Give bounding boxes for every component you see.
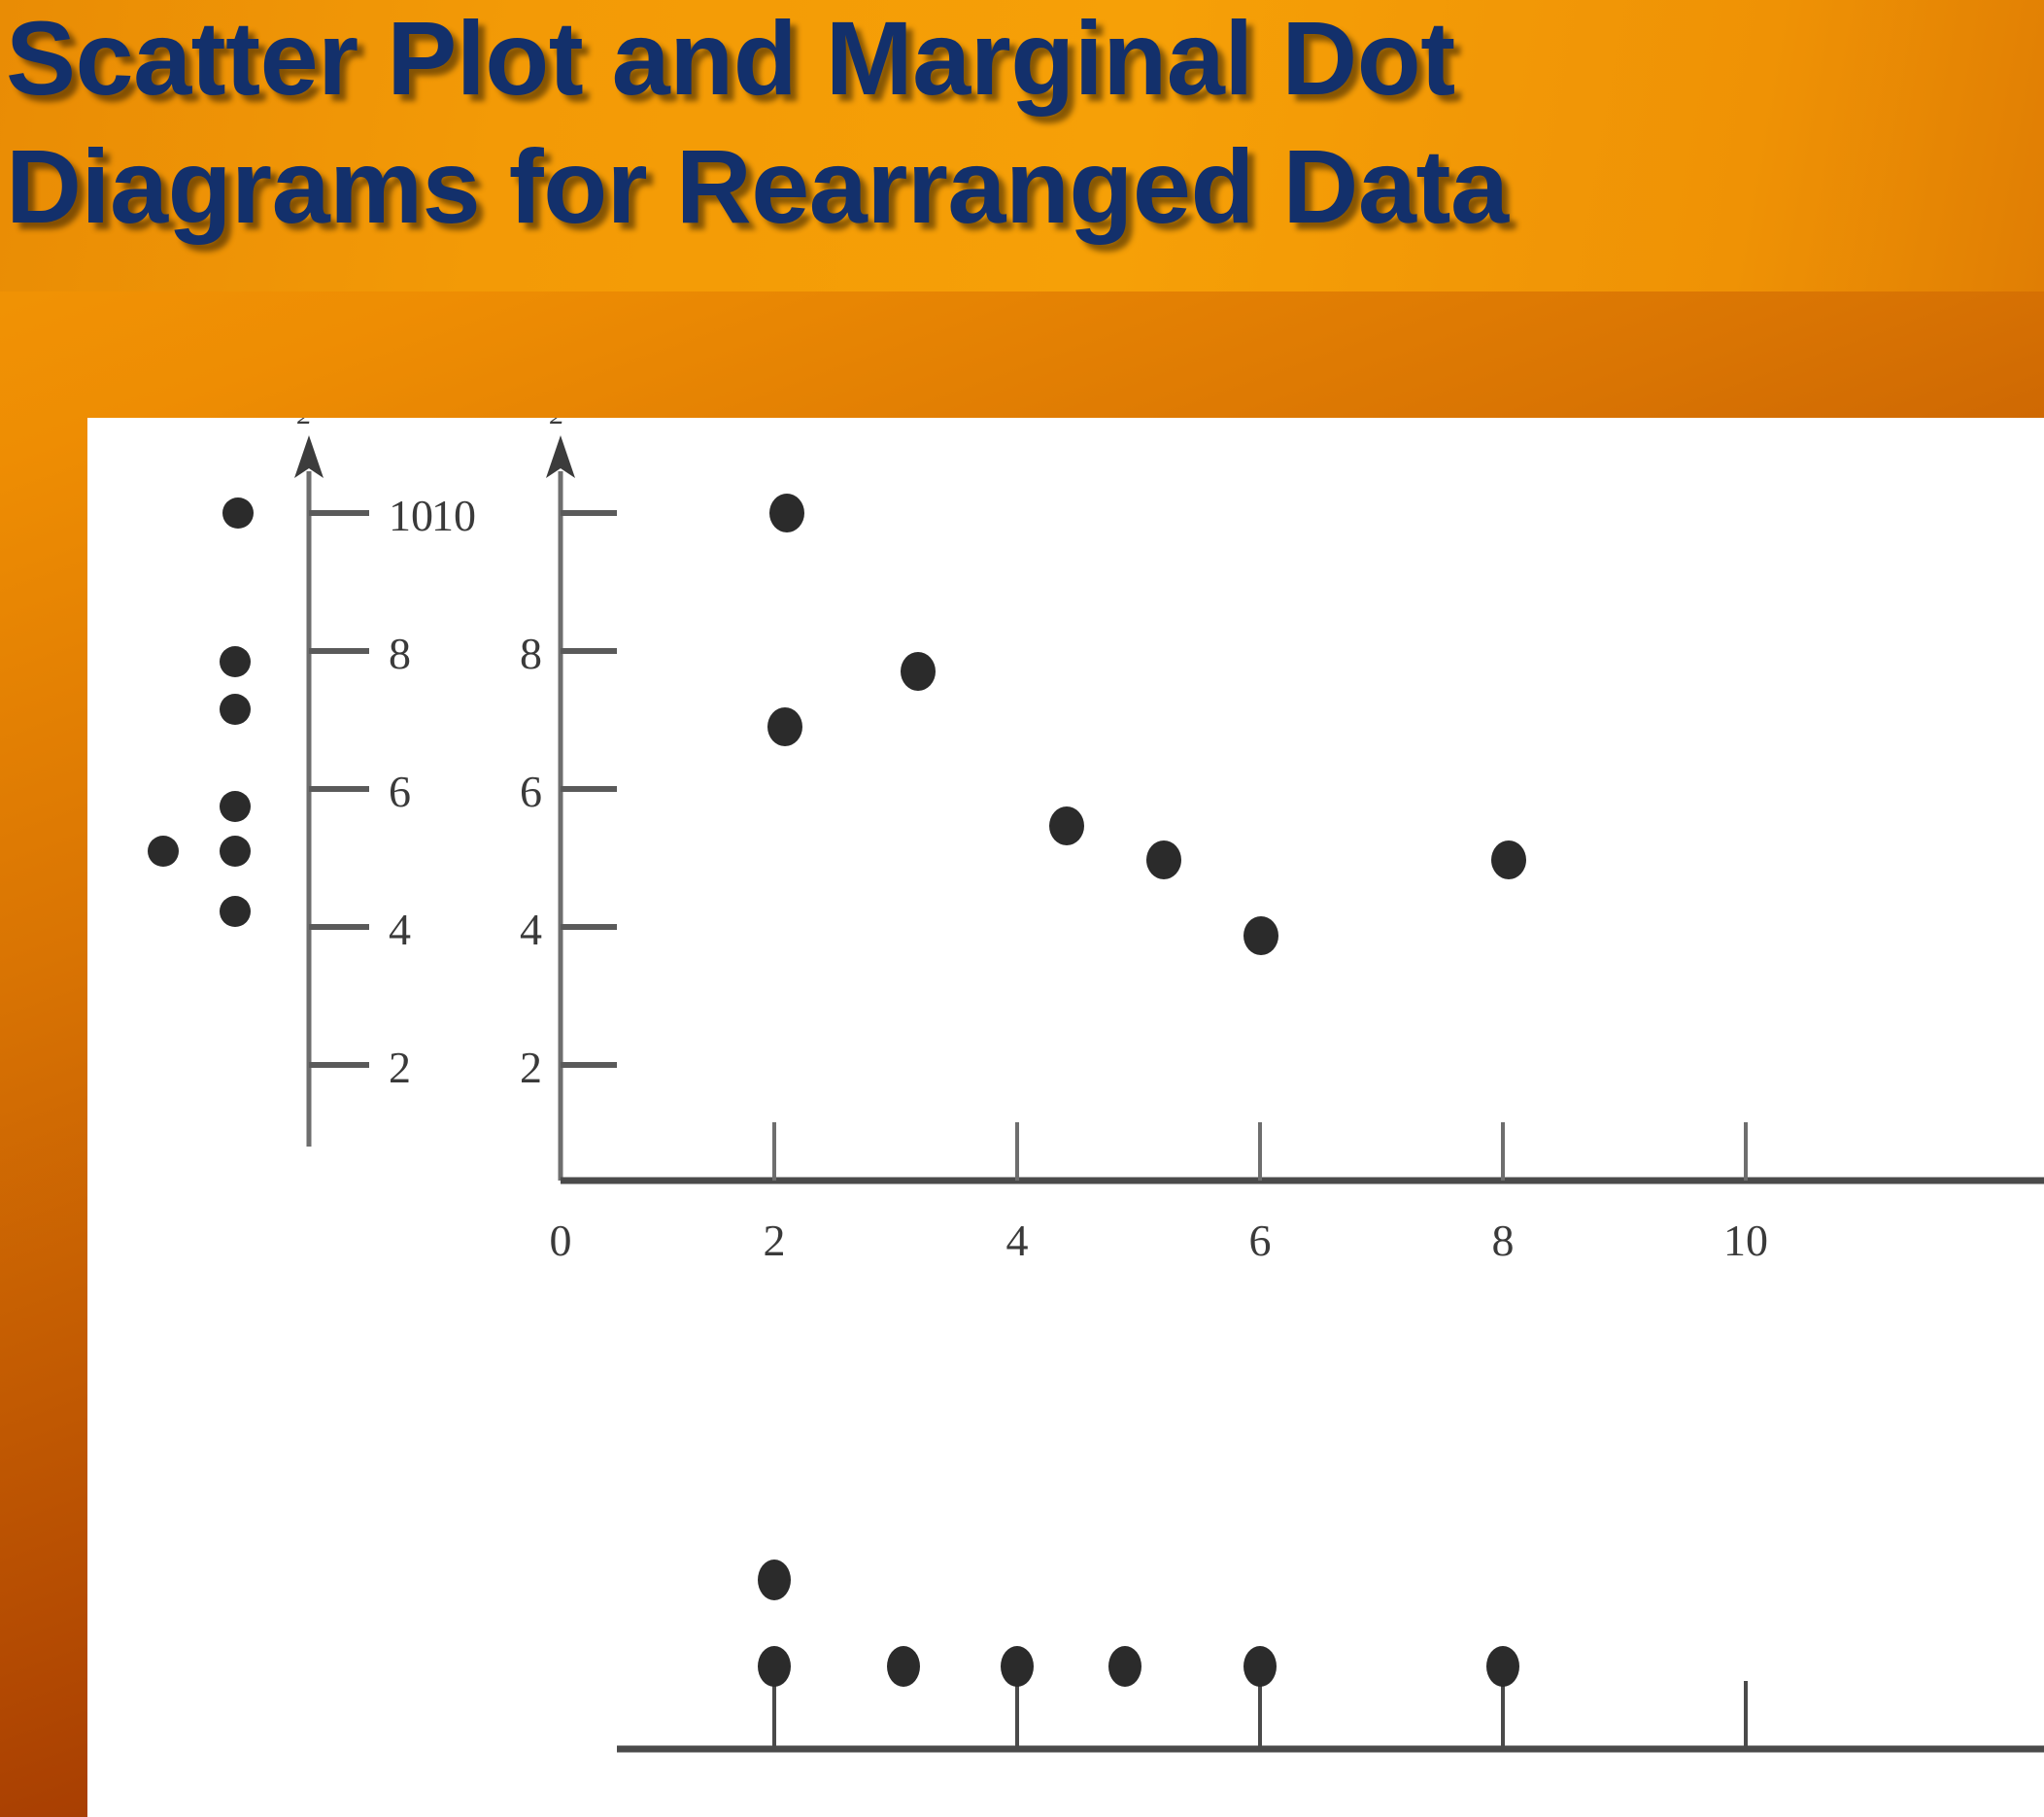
scatter-data-point bbox=[1243, 916, 1278, 955]
marginal-y-axis-title: x 2 bbox=[271, 418, 312, 430]
scatter-data-point bbox=[1146, 840, 1181, 879]
marginal-x-dot bbox=[1243, 1646, 1277, 1687]
scatter-y-ticklabel-10: 10 bbox=[431, 491, 476, 540]
marginal-y-ticklabel-4: 4 bbox=[389, 905, 411, 954]
marginal-y-ticklabel-10: 10 bbox=[389, 491, 433, 540]
scatter-x-ticklabel-8: 8 bbox=[1492, 1216, 1515, 1265]
figure-svg: 10 8 6 4 2 x bbox=[148, 418, 2044, 1753]
marginal-y-dot bbox=[220, 791, 251, 822]
marginal-x-dot bbox=[1001, 1646, 1034, 1687]
scatter-y-ticklabel-8: 8 bbox=[520, 629, 542, 678]
scatter-data-point bbox=[1491, 840, 1526, 879]
marginal-x-dot-diagram bbox=[617, 1560, 2044, 1753]
scatter-y-ticklabel-6: 6 bbox=[520, 767, 542, 816]
marginal-y-axis-arrowhead bbox=[294, 435, 324, 478]
scatter-x-ticklabel-4: 4 bbox=[1006, 1216, 1029, 1265]
marginal-y-ticklabel-8: 8 bbox=[389, 629, 411, 678]
marginal-y-axis-title-sub: 2 bbox=[297, 418, 312, 430]
marginal-y-ticklabel-6: 6 bbox=[389, 767, 411, 816]
marginal-y-dot-diagram: 10 8 6 4 2 x bbox=[148, 435, 433, 1147]
scatter-data-point bbox=[1049, 806, 1084, 845]
scatter-y-ticklabel-4: 4 bbox=[520, 905, 542, 954]
marginal-y-dot bbox=[220, 836, 251, 867]
marginal-x-dot bbox=[1108, 1646, 1141, 1687]
scatter-x-ticklabel-2: 2 bbox=[764, 1216, 786, 1265]
marginal-x-dot bbox=[887, 1646, 920, 1687]
marginal-x-dot bbox=[758, 1646, 791, 1687]
marginal-y-dot bbox=[148, 836, 179, 867]
marginal-x-dot bbox=[1486, 1646, 1519, 1687]
scatter-y-axis-title-x: x bbox=[524, 418, 545, 420]
scatter-x-ticklabel-0: 0 bbox=[550, 1216, 572, 1265]
scatter-data-point bbox=[901, 652, 936, 691]
scatter-x-ticklabel-10: 10 bbox=[1723, 1216, 1768, 1265]
marginal-y-dot bbox=[220, 896, 251, 927]
marginal-y-axis-title-x: x bbox=[271, 418, 292, 420]
marginal-y-dot bbox=[220, 646, 251, 677]
scatter-y-axis-arrowhead bbox=[546, 435, 575, 478]
marginal-y-ticklabel-2: 2 bbox=[389, 1043, 411, 1092]
scatter-data-point bbox=[767, 707, 802, 746]
scatter-x-ticklabel-6: 6 bbox=[1249, 1216, 1272, 1265]
scatter-data-point bbox=[769, 494, 804, 532]
scatter-plot: 10 8 6 4 2 x 2 bbox=[431, 418, 2044, 1265]
figure-card: 10 8 6 4 2 x bbox=[87, 418, 2044, 1817]
figure: 10 8 6 4 2 x bbox=[87, 418, 2044, 1817]
marginal-y-dot bbox=[220, 694, 251, 725]
marginal-x-dot bbox=[758, 1560, 791, 1600]
scatter-y-ticklabel-2: 2 bbox=[520, 1043, 542, 1092]
scatter-y-axis-title: x 2 bbox=[524, 418, 564, 430]
scatter-y-axis-title-sub: 2 bbox=[550, 418, 564, 430]
slide-background-header bbox=[0, 0, 2044, 291]
marginal-y-dot bbox=[222, 497, 254, 529]
